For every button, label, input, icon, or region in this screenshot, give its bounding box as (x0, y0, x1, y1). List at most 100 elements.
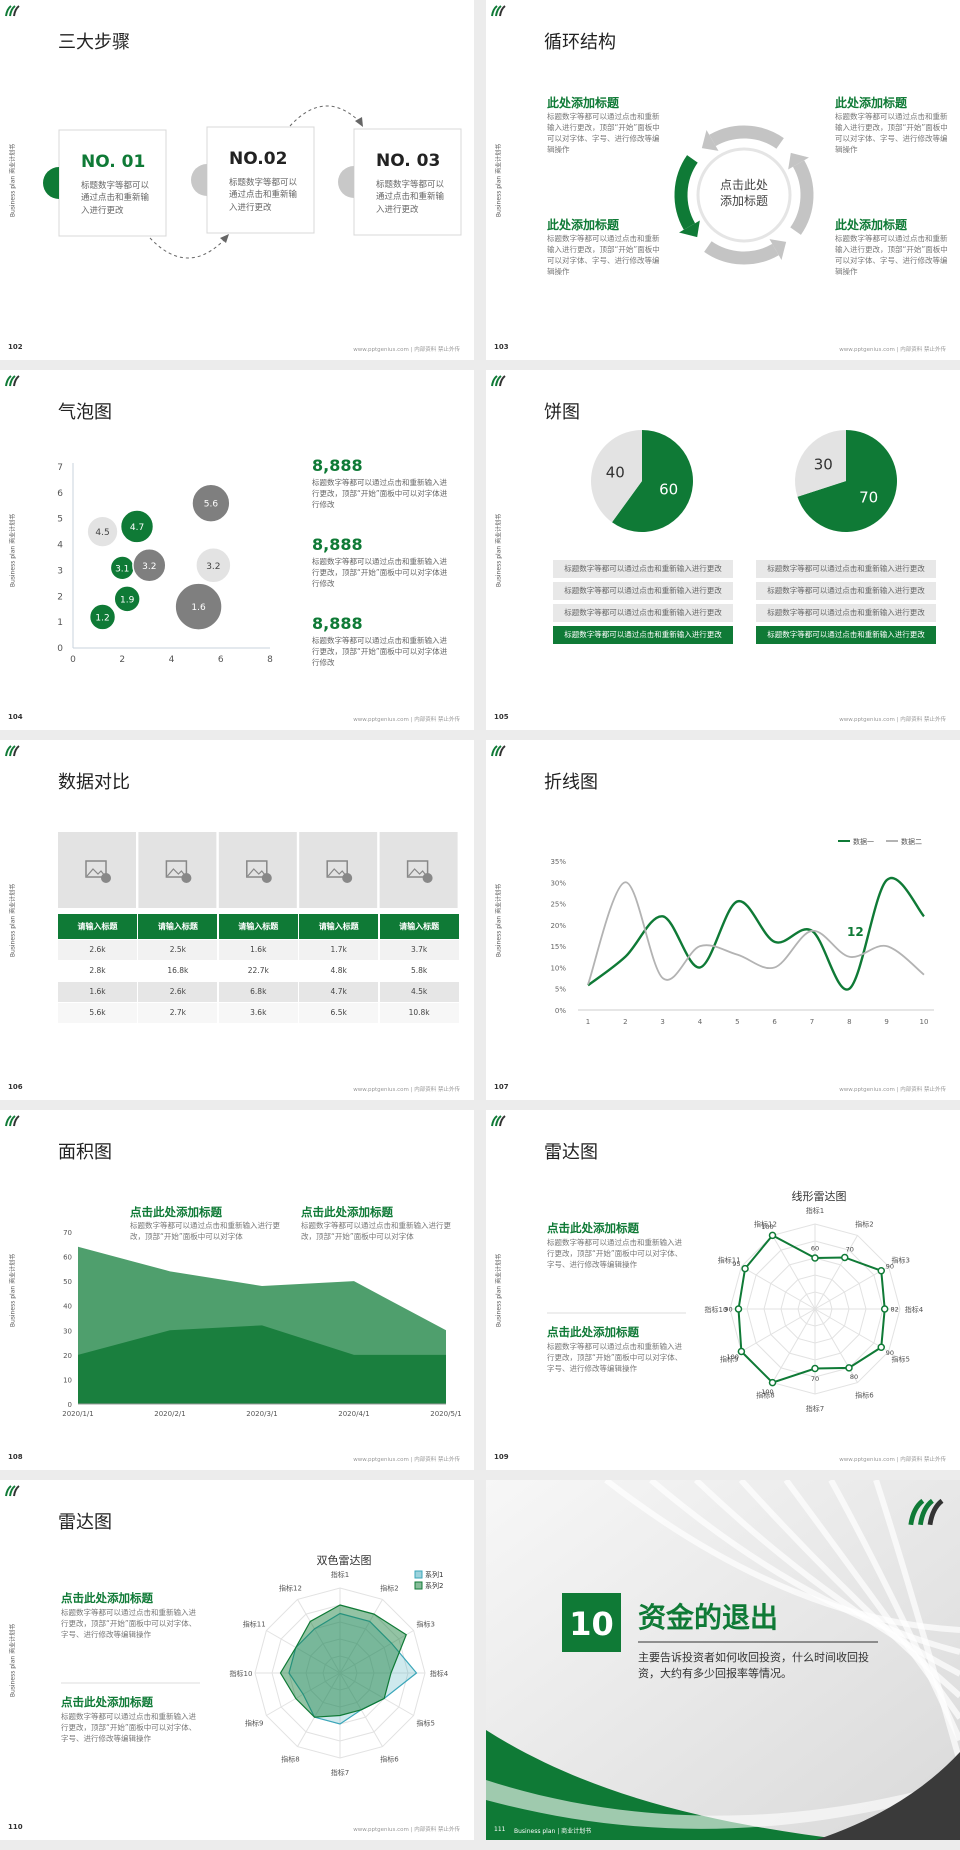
logo (5, 375, 20, 387)
slide-title: 数据对比 (58, 772, 130, 793)
slide-title: 面积图 (58, 1142, 112, 1163)
x-tick-label: 2020/2/1 (154, 1410, 185, 1418)
image-placeholder (218, 832, 297, 908)
block-text: 标题数字等都可以通过点击和重新输入进行更改，顶部“开始”面板中可以对字体、字号、… (547, 234, 660, 276)
data-label: 80 (850, 1373, 858, 1381)
slide-graphic: 0 10 20 30 40 50 60 70 2020/1/1 2020/2/1 2020/3/1 2… (5, 1115, 462, 1418)
data-label: 90 (886, 1349, 894, 1357)
image-placeholder (379, 832, 458, 908)
list-row: 标题数字等都可以通过点击和重新输入进行更改 (553, 626, 733, 644)
arrowhead (701, 130, 719, 151)
stat-value: 8,888 (312, 614, 363, 633)
stat-value: 8,888 (312, 535, 363, 554)
radar-point (768, 1378, 777, 1387)
table-cell: 6.5k (299, 1003, 379, 1023)
white-swoosh (486, 1780, 960, 1829)
page-number: 111 (494, 1826, 506, 1833)
logo-stroke (13, 745, 20, 757)
table-cell: 5.8k (379, 961, 459, 981)
block-heading: 此处添加标题 (835, 96, 908, 110)
radar-axis-label: 指标9 (245, 1719, 263, 1728)
block-text: 标题数字等都可以通过点击和重新输入进行更改，顶部“开始”面板中可以对字体、字号、… (61, 1608, 197, 1639)
x-tick-label: 8 (847, 1018, 851, 1026)
data-label: 5.6 (204, 500, 219, 510)
table-cell: 1.6k (58, 982, 137, 1002)
logo (5, 1485, 20, 1497)
radar-spoke (772, 1235, 816, 1310)
decor-curve (604, 1480, 960, 1633)
slide: 0 10 20 30 40 50 60 70 2020/1/1 2020/2/1 2020/3/1 2… (0, 1110, 474, 1470)
radar-spoke (814, 1235, 858, 1310)
y-tick-label: 40 (63, 1303, 72, 1311)
page-number: 104 (8, 713, 23, 721)
logo-stroke (9, 1115, 16, 1127)
image-icon (165, 860, 188, 878)
x-tick-label: 10 (920, 1018, 929, 1026)
logo (5, 745, 20, 757)
radar-axis-label: 指标12 (279, 1583, 302, 1592)
image-icon (181, 873, 192, 883)
table-cell: 3.7k (379, 940, 459, 960)
y-tick-label: 20% (550, 922, 566, 930)
slide: NO. 01 标题数字等都可以通过点击和重新输入进行更改 NO.02 标题数字等都可以… (0, 0, 474, 360)
block-heading: 此处添加标题 (547, 96, 620, 110)
decor-curve (693, 1480, 960, 1677)
pie-label: 70 (859, 488, 878, 506)
slide-title: 饼图 (544, 402, 580, 423)
step-marker (43, 167, 59, 199)
dark-corner (816, 1752, 960, 1840)
x-tick-label: 4 (169, 655, 175, 665)
side-text: Business plan 商业计划书 (495, 883, 503, 958)
image-icon (166, 868, 186, 877)
list-row: 标题数字等都可以通过点击和重新输入进行更改 (756, 560, 936, 578)
block-text: 标题数字等都可以通过点击和重新输入进行更改，顶部“开始”面板中可以对字体、字号、… (547, 1342, 683, 1373)
radar-axis-label: 指标4 (430, 1669, 449, 1678)
data-label: 70 (846, 1245, 854, 1253)
list-row: 标题数字等都可以通过点击和重新输入进行更改 (553, 560, 733, 578)
radar-axis-label: 指标1 (806, 1206, 824, 1215)
annotation: 12 (847, 925, 864, 939)
table-cell: 3.6k (218, 1003, 298, 1023)
logo (491, 1115, 506, 1127)
side-text: Business plan 商业计划书 (9, 513, 17, 588)
logo-stroke (13, 1115, 20, 1127)
radar-spoke (297, 1672, 341, 1747)
radar-point (877, 1343, 886, 1351)
logo-stroke (918, 1498, 934, 1526)
x-tick-label: 7 (810, 1018, 814, 1026)
radar-spoke (339, 1630, 414, 1674)
page-number: 103 (494, 343, 509, 351)
block-text: 标题数字等都可以通过点击和重新输入进行更改，顶部“开始”面板中可以对字体、字号、… (547, 112, 660, 154)
table-cell: 6.8k (218, 982, 298, 1002)
side-text: Business plan 商业计划书 (495, 513, 503, 588)
block-text: 标题数字等都可以通过点击和重新输入进行更改，顶部“开始”面板中可以对字体 (130, 1221, 280, 1241)
x-tick-label: 4 (698, 1018, 703, 1026)
logo-stroke (13, 1485, 20, 1497)
slide-graphic: 指标1 指标2 指标3 指标4 指标5 指标6 指标7 指标8 指标9 指标10 指标11 指标12 线… (491, 1115, 924, 1413)
logo-stroke (491, 5, 498, 17)
logo-stroke (13, 375, 20, 387)
y-tick-label: 10 (63, 1376, 72, 1384)
radar-point (737, 1347, 746, 1356)
image-icon (247, 868, 267, 877)
y-tick-label: 15% (550, 943, 566, 951)
bubble (113, 585, 141, 613)
arrowhead (679, 220, 700, 238)
radar-spoke (297, 1599, 341, 1674)
number-box (562, 1593, 621, 1652)
slide-footer: www.pptgenius.com | 内部资料 禁止外传 (353, 1087, 460, 1093)
radar-point (877, 1267, 886, 1275)
page-number: 107 (494, 1083, 509, 1091)
radar-point (880, 1305, 889, 1313)
x-tick-label: 5 (735, 1018, 739, 1026)
y-tick-label: 0% (555, 1007, 566, 1015)
step-text: 标题数字等都可以通过点击和重新输入进行更改 (376, 180, 445, 215)
data-label: 1.2 (95, 613, 109, 623)
center-circle (696, 147, 792, 243)
slide-title: 气泡图 (58, 402, 112, 423)
legend-swatch (414, 1581, 423, 1590)
image-icon (406, 860, 429, 878)
slide-footer: www.pptgenius.com | 内部资料 禁止外传 (353, 1827, 460, 1833)
block-heading: 点击此处添加标题 (301, 1205, 393, 1219)
logo-stroke (5, 5, 12, 17)
